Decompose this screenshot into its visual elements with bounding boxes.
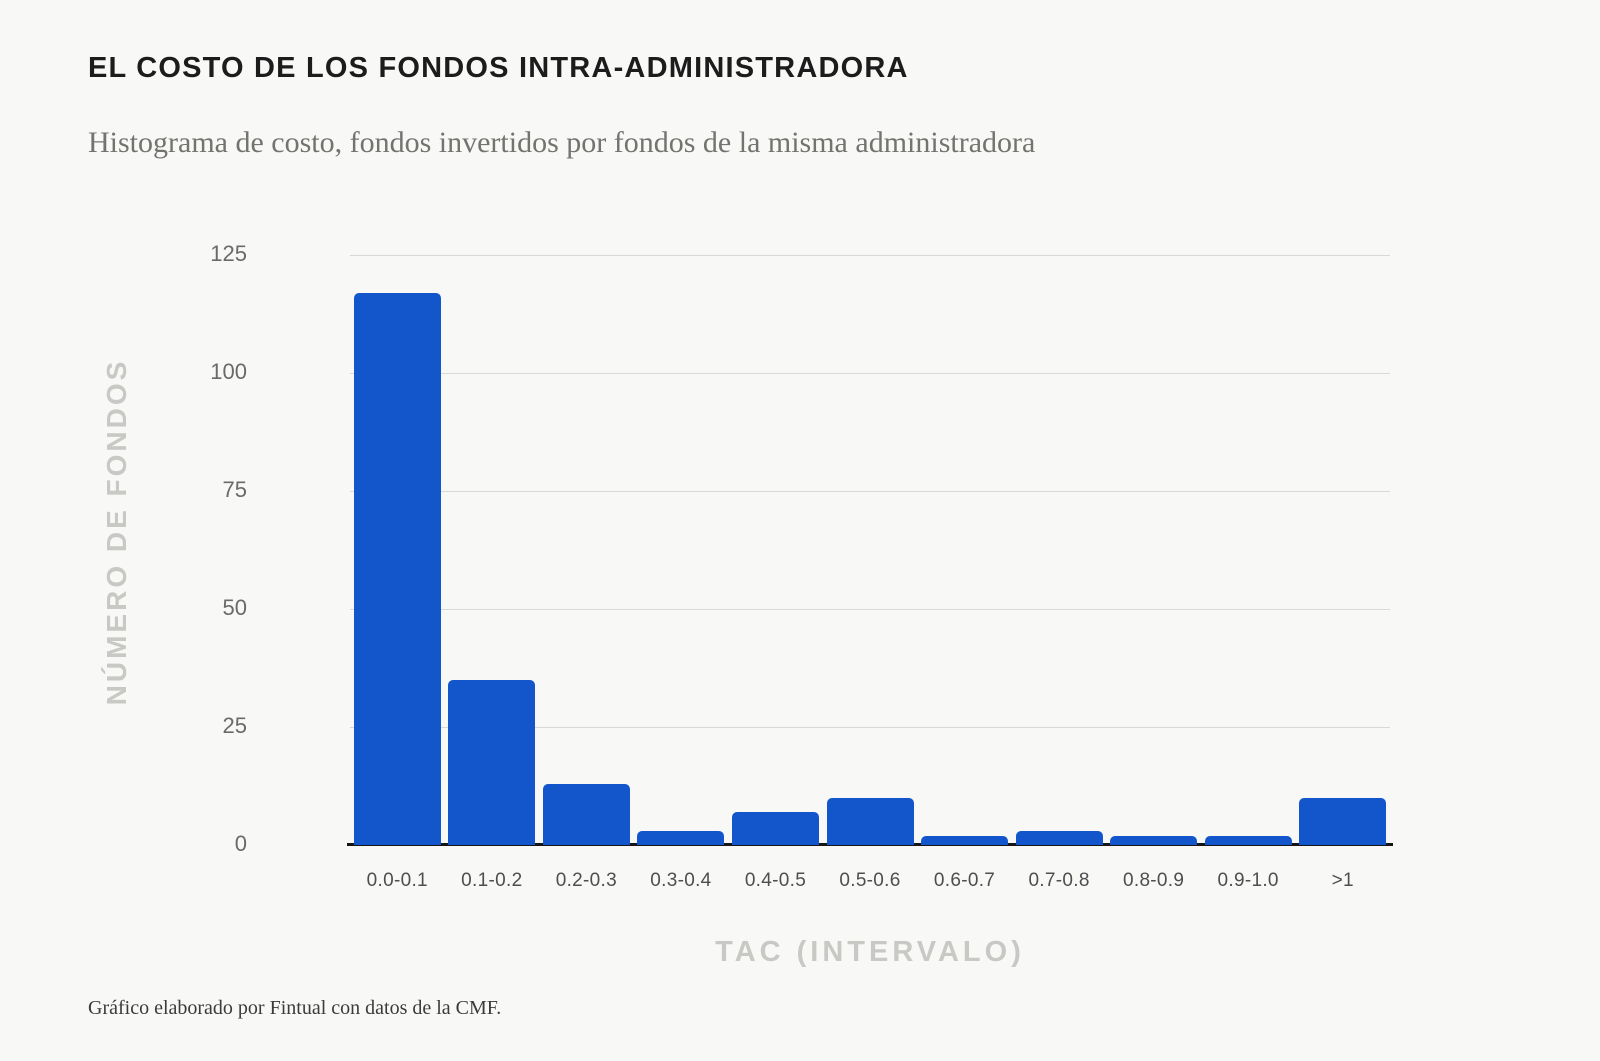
- x-tick-0.3-0.4: 0.3-0.4: [650, 870, 712, 891]
- histogram-bar->1[interactable]: [1299, 797, 1387, 845]
- x-tick-0.9-1.0: 0.9-1.0: [1217, 870, 1279, 891]
- x-tick-0.0-0.1: 0.0-0.1: [366, 870, 428, 891]
- histogram-bar-0.4-0.5[interactable]: [731, 811, 819, 845]
- gridline-125: [350, 254, 1390, 256]
- x-tick-0.5-0.6: 0.5-0.6: [839, 870, 901, 891]
- x-tick-0.8-0.9: 0.8-0.9: [1122, 870, 1185, 891]
- histogram-bar-0.6-0.7[interactable]: [921, 835, 1009, 845]
- x-axis-title: TAC (INTERVALO): [715, 936, 1025, 968]
- y-tick-25: 25: [222, 713, 247, 738]
- y-tick-50: 50: [222, 595, 247, 620]
- page-subtitle: Histograma de costo, fondos invertidos p…: [88, 126, 1036, 159]
- histogram-bar-0.9-1.0[interactable]: [1204, 835, 1292, 845]
- y-tick-100: 100: [210, 359, 247, 384]
- histogram-bar-0.5-0.6[interactable]: [826, 797, 914, 845]
- plot-area: [347, 254, 1393, 846]
- x-tick-0.2-0.3: 0.2-0.3: [555, 870, 617, 891]
- y-tick-125: 125: [210, 241, 247, 266]
- x-tick-0.4-0.5: 0.4-0.5: [744, 870, 807, 891]
- histogram-bar-0.8-0.9[interactable]: [1110, 835, 1198, 845]
- x-tick->1: >1: [1331, 870, 1354, 891]
- gridline-25: [350, 726, 1390, 728]
- gridline-50: [350, 608, 1390, 610]
- gridline-75: [350, 490, 1390, 492]
- x-tick-0.1-0.2: 0.1-0.2: [461, 870, 523, 891]
- histogram-bar-0.3-0.4[interactable]: [637, 830, 725, 845]
- histogram-bar-0.0-0.1[interactable]: [353, 292, 441, 845]
- gridline-100: [350, 372, 1390, 374]
- y-tick-0: 0: [234, 831, 247, 856]
- x-tick-0.6-0.7: 0.6-0.7: [933, 870, 996, 891]
- histogram-bar-0.1-0.2[interactable]: [448, 679, 536, 845]
- histogram-bar-0.2-0.3[interactable]: [542, 783, 630, 845]
- histogram-bar-0.7-0.8[interactable]: [1015, 830, 1103, 845]
- y-tick-75: 75: [222, 477, 247, 502]
- page-title: EL COSTO DE LOS FONDOS INTRA-ADMINISTRAD…: [88, 52, 909, 84]
- source-note: Gráfico elaborado por Fintual con datos …: [88, 997, 502, 1019]
- x-tick-0.7-0.8: 0.7-0.8: [1028, 870, 1090, 891]
- y-axis-title: NÚMERO DE FONDOS: [101, 358, 132, 706]
